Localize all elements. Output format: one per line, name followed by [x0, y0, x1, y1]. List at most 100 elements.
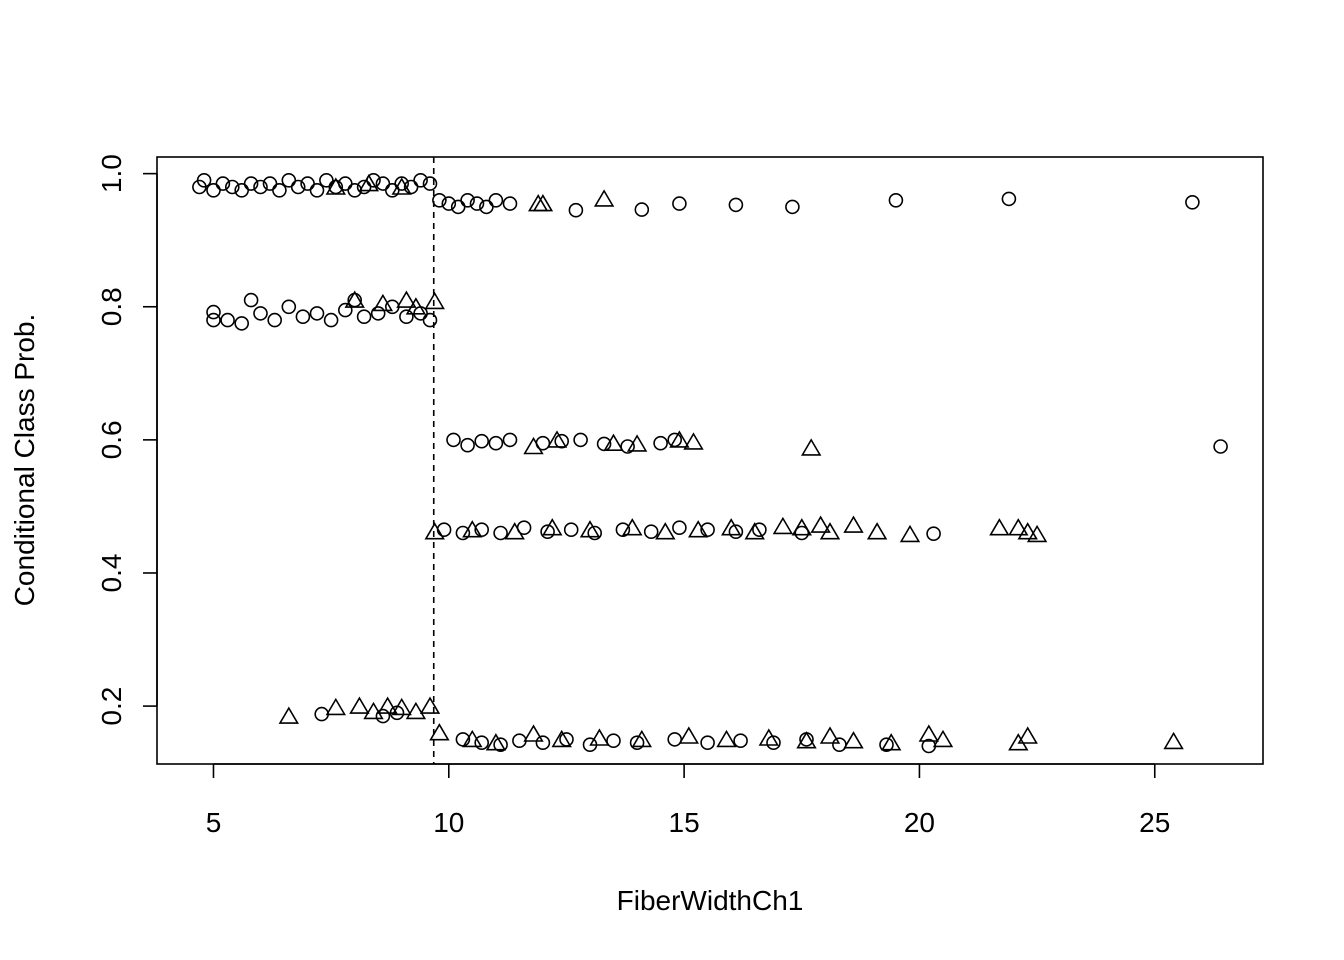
triangle-point — [377, 696, 398, 714]
triangle-point — [683, 432, 704, 450]
y-tick-label: 0.6 — [96, 420, 127, 459]
circle-point — [563, 522, 579, 538]
triangle-point — [593, 189, 615, 207]
circle-point — [653, 435, 668, 451]
circle-point — [620, 439, 635, 454]
circle-point — [220, 312, 235, 328]
triangle-point — [391, 697, 412, 716]
triangle-point — [462, 729, 483, 748]
circle-point — [1213, 439, 1228, 454]
x-tick-label: 15 — [669, 807, 700, 838]
circle-point — [493, 737, 508, 753]
circle-point — [888, 193, 904, 208]
circle-point — [441, 196, 457, 211]
triangle-point — [325, 177, 346, 195]
x-tick-label: 5 — [206, 807, 222, 838]
triangle-point — [810, 515, 831, 533]
x-axis-title: FiberWidthCh1 — [617, 885, 804, 916]
circle-point — [323, 312, 339, 328]
triangle-point — [716, 729, 737, 748]
triangle-point — [532, 194, 554, 212]
triangle-point — [546, 430, 568, 448]
circle-point — [460, 437, 475, 453]
triangle-point — [801, 438, 822, 456]
circle-point — [879, 737, 894, 753]
triangle-point — [899, 524, 921, 543]
triangle-point — [843, 515, 864, 533]
triangle-point — [358, 174, 379, 192]
triangle-point — [1017, 726, 1038, 744]
triangle-point — [932, 729, 954, 748]
triangle-point — [744, 522, 765, 540]
triangle-point — [772, 516, 794, 535]
circle-point — [295, 309, 311, 325]
y-tick-label: 0.2 — [96, 687, 127, 726]
circle-point — [785, 199, 800, 215]
circle-point — [196, 173, 212, 188]
circle-point — [1185, 195, 1200, 210]
circle-point — [234, 316, 249, 331]
y-tick-label: 1.0 — [96, 154, 127, 193]
triangle-point — [881, 733, 902, 751]
triangle-point — [1026, 524, 1048, 543]
circle-point — [253, 306, 268, 321]
triangle-point — [485, 733, 507, 751]
circle-point — [243, 176, 259, 191]
circle-point — [554, 433, 570, 449]
circle-point — [728, 524, 744, 540]
circle-point — [540, 524, 555, 540]
triangle-point — [363, 701, 384, 720]
triangle-point — [589, 728, 610, 746]
triangle-point — [396, 290, 417, 308]
triangle-point — [655, 522, 676, 540]
circle-point — [474, 735, 490, 751]
circle-point — [573, 432, 588, 448]
triangle-point — [325, 697, 346, 716]
circle-point — [469, 196, 485, 211]
circle-point — [370, 306, 386, 321]
triangle-point — [989, 518, 1010, 536]
circle-point — [568, 202, 584, 218]
triangle-point — [669, 430, 690, 448]
circle-point — [535, 735, 551, 751]
x-tick-label: 20 — [904, 807, 935, 838]
circle-point — [474, 433, 490, 449]
y-tick-label: 0.4 — [96, 554, 127, 593]
triangle-point — [688, 520, 709, 538]
circle-point — [422, 312, 438, 328]
circle-point — [432, 193, 447, 208]
circle-point — [225, 179, 240, 195]
triangle-point — [424, 522, 445, 540]
circle-point — [319, 173, 334, 188]
triangle-point — [523, 436, 544, 455]
triangle-point — [462, 520, 483, 538]
triangle-point — [918, 724, 939, 742]
circle-point — [300, 176, 315, 191]
triangle-point — [405, 701, 427, 720]
triangle-point — [631, 729, 652, 748]
circle-point — [446, 432, 461, 448]
circle-point — [766, 735, 781, 751]
circle-point — [643, 524, 659, 540]
triangle-point — [1008, 518, 1029, 536]
circle-point — [356, 309, 372, 325]
circle-point — [629, 735, 645, 751]
circle-point — [606, 733, 621, 749]
circle-point — [672, 196, 687, 211]
triangle-point — [866, 522, 888, 540]
triangle-point — [419, 696, 441, 714]
x-tick-label: 25 — [1139, 807, 1170, 838]
circle-point — [281, 173, 297, 188]
triangle-point — [579, 520, 601, 538]
triangle-point — [819, 726, 841, 744]
triangle-point — [504, 522, 525, 540]
y-tick-label: 0.8 — [96, 287, 127, 326]
circle-point — [413, 173, 428, 188]
triangle-point — [721, 518, 742, 536]
circle-point — [455, 525, 471, 541]
circle-point — [615, 522, 631, 538]
triangle-point — [523, 724, 544, 742]
triangle-point — [626, 434, 648, 452]
triangle-point — [391, 177, 412, 195]
